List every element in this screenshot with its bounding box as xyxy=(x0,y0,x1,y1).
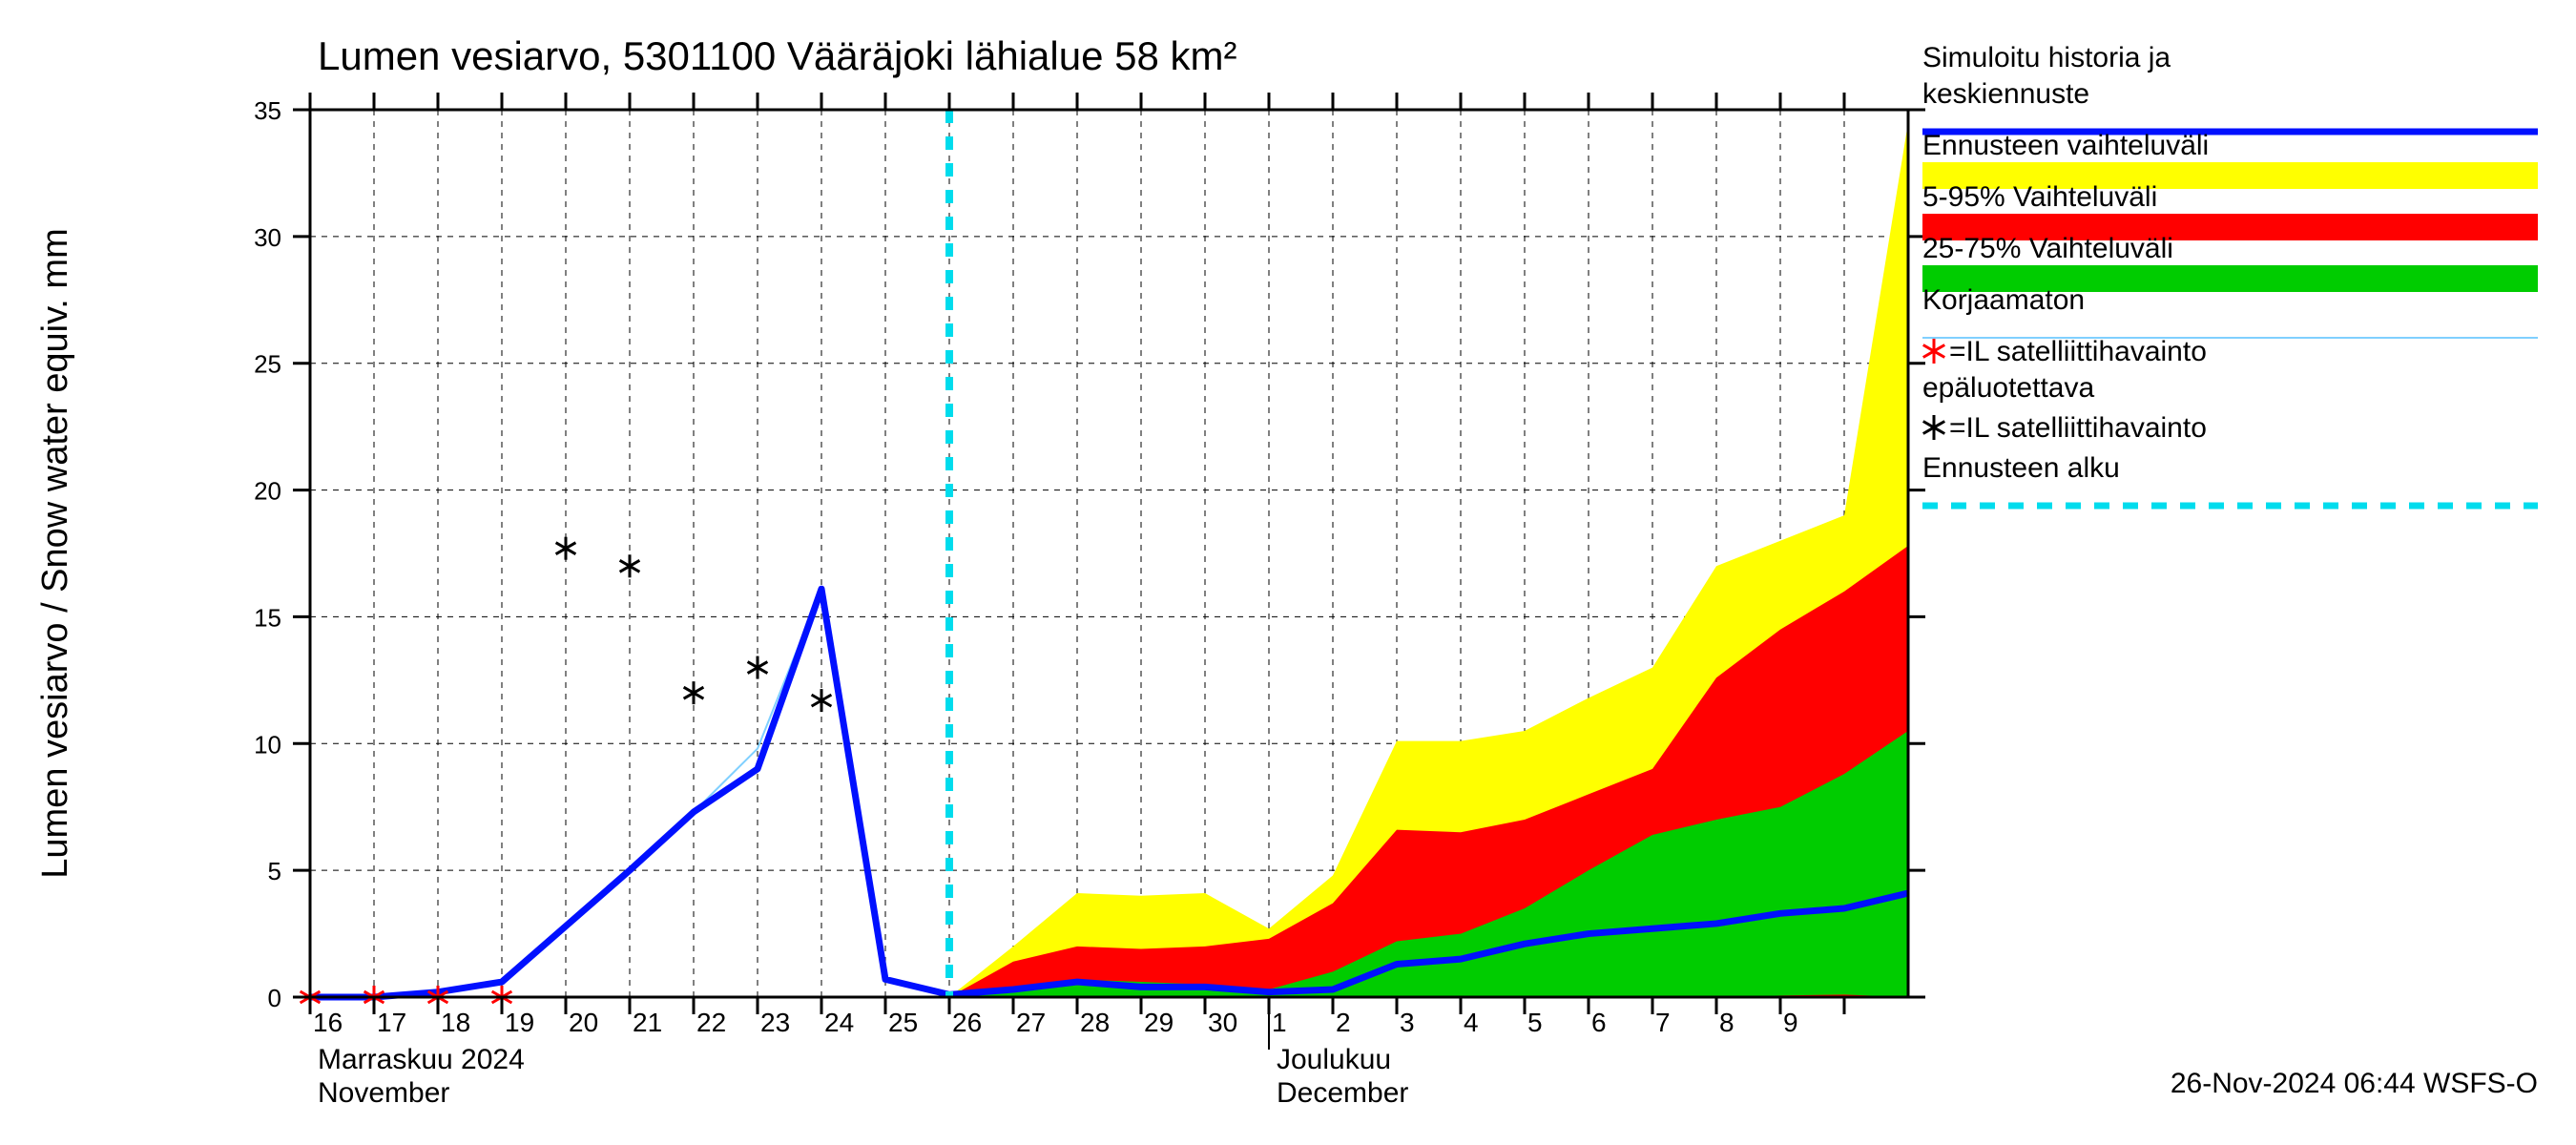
legend-label: Ennusteen vaihteluväli xyxy=(1922,130,2209,161)
x-tick-label: 3 xyxy=(1400,1008,1415,1037)
month-label-en-right: December xyxy=(1277,1077,1408,1109)
y-tick-label: 20 xyxy=(254,477,281,506)
x-tick-label: 27 xyxy=(1016,1008,1046,1037)
x-tick-label: 9 xyxy=(1783,1008,1798,1037)
legend-label: epäluotettava xyxy=(1922,372,2094,404)
x-tick-label: 7 xyxy=(1655,1008,1671,1037)
timestamp-label: 26-Nov-2024 06:44 WSFS-O xyxy=(2171,1068,2538,1099)
x-tick-label: 2 xyxy=(1336,1008,1351,1037)
y-tick-label: 30 xyxy=(254,223,281,252)
month-label-fi-right: Joulukuu xyxy=(1277,1044,1391,1075)
month-label-fi-left: Marraskuu 2024 xyxy=(318,1044,525,1075)
chart-container: 0510152025303516171819202122232425262728… xyxy=(0,0,2576,1145)
x-tick-label: 29 xyxy=(1144,1008,1174,1037)
x-tick-label: 21 xyxy=(633,1008,662,1037)
x-tick-label: 17 xyxy=(377,1008,406,1037)
y-tick-label: 25 xyxy=(254,350,281,379)
y-tick-label: 5 xyxy=(268,857,281,885)
x-tick-label: 6 xyxy=(1591,1008,1607,1037)
legend-label: 5-95% Vaihteluväli xyxy=(1922,181,2157,213)
y-tick-label: 10 xyxy=(254,730,281,759)
x-tick-label: 4 xyxy=(1464,1008,1479,1037)
x-tick-label: 28 xyxy=(1080,1008,1110,1037)
x-tick-label: 22 xyxy=(696,1008,726,1037)
x-tick-label: 20 xyxy=(569,1008,598,1037)
legend-label: Korjaamaton xyxy=(1922,284,2085,316)
x-tick-label: 25 xyxy=(888,1008,918,1037)
legend-label: Simuloitu historia ja xyxy=(1922,42,2171,73)
x-tick-label: 23 xyxy=(760,1008,790,1037)
x-tick-label: 30 xyxy=(1208,1008,1237,1037)
x-tick-label: 16 xyxy=(313,1008,343,1037)
y-tick-label: 0 xyxy=(268,984,281,1012)
x-tick-label: 26 xyxy=(952,1008,982,1037)
x-tick-label: 19 xyxy=(505,1008,534,1037)
legend-label: =IL satelliittihavainto xyxy=(1949,336,2207,367)
x-tick-label: 1 xyxy=(1272,1008,1287,1037)
legend-label: Ennusteen alku xyxy=(1922,452,2120,484)
x-tick-label: 24 xyxy=(824,1008,854,1037)
y-tick-label: 15 xyxy=(254,603,281,632)
chart-title: Lumen vesiarvo, 5301100 Vääräjoki lähial… xyxy=(318,33,1236,78)
x-tick-label: 5 xyxy=(1527,1008,1543,1037)
month-label-en-left: November xyxy=(318,1077,449,1109)
y-axis-label: Lumen vesiarvo / Snow water equiv. mm xyxy=(35,228,75,878)
x-tick-label: 8 xyxy=(1719,1008,1735,1037)
legend-label: keskiennuste xyxy=(1922,78,2089,110)
y-tick-label: 35 xyxy=(254,96,281,125)
legend-label: 25-75% Vaihteluväli xyxy=(1922,233,2173,264)
chart-svg: 0510152025303516171819202122232425262728… xyxy=(0,0,2576,1145)
x-tick-label: 18 xyxy=(441,1008,470,1037)
legend-label: =IL satelliittihavainto xyxy=(1949,412,2207,444)
